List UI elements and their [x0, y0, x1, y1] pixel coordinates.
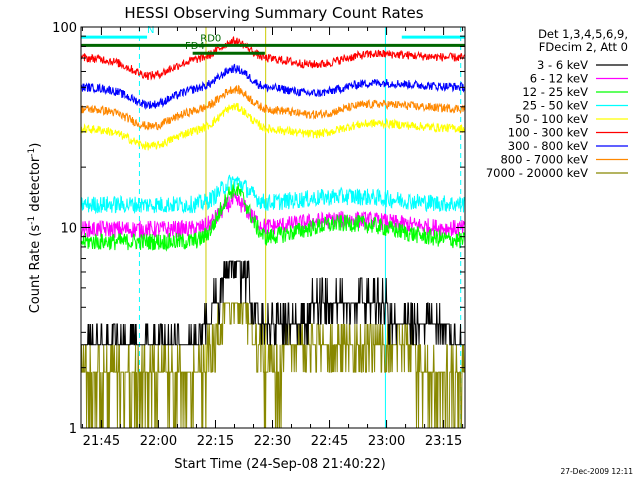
- series-line-blue: [81, 63, 465, 111]
- legend-header-1: Det 1,3,4,5,6,9,: [538, 27, 628, 41]
- flag-label-2: RD0: [200, 33, 221, 44]
- x-tick-label-1: 22:00: [140, 434, 177, 449]
- legend-label-6: 300 - 800 keV: [508, 139, 588, 153]
- series-line-black: [81, 260, 465, 346]
- series-line-olive: [81, 302, 465, 428]
- flag-label-0: N: [147, 25, 154, 36]
- x-tick-label-4: 22:45: [311, 434, 348, 449]
- x-tick-label-5: 23:00: [368, 434, 405, 449]
- y-axis-label-main: Count Rate (s: [28, 225, 43, 314]
- x-tick-label-3: 22:30: [254, 434, 291, 449]
- x-tick-label-0: 21:45: [83, 434, 120, 449]
- y-tick-label-2: 100: [52, 21, 77, 36]
- y-tick-label-0: 1: [69, 422, 77, 437]
- legend-header-2: FDecim 2, Att 0: [539, 40, 628, 54]
- y-axis-label: Count Rate (s-1 detector-1): [27, 143, 43, 314]
- x-axis-label: Start Time (24-Sep-08 21:40:22): [174, 457, 385, 472]
- legend-label-2: 12 - 25 keV: [522, 85, 588, 99]
- legend-label-3: 25 - 50 keV: [522, 99, 588, 113]
- legend-label-7: 800 - 7000 keV: [500, 153, 588, 167]
- series-group: [81, 35, 465, 428]
- flag-label-3: FD4: [185, 41, 205, 52]
- y-axis-label-end: ): [28, 143, 43, 148]
- series-line-red: [81, 35, 465, 81]
- y-axis-label-sup1: -1: [27, 216, 37, 225]
- legend-label-8: 7000 - 20000 keV: [486, 166, 588, 180]
- legend-label-4: 50 - 100 keV: [515, 112, 588, 126]
- y-tick-label-1: 10: [60, 222, 77, 237]
- legend-label-1: 6 - 12 keV: [530, 72, 588, 86]
- y-axis-ticks: 1 10 100: [52, 21, 465, 437]
- series-line-cyan: [81, 174, 465, 215]
- series-line-orange: [81, 84, 465, 131]
- x-tick-label-2: 22:15: [197, 434, 234, 449]
- series-line-yellow: [81, 102, 465, 151]
- footer-date: 27-Dec-2009 12:11: [560, 467, 633, 476]
- legend-label-5: 100 - 300 keV: [508, 126, 588, 140]
- series-line-green: [81, 181, 465, 252]
- legend: Det 1,3,4,5,6,9, FDecim 2, Att 0 3 - 6 k…: [486, 27, 628, 180]
- x-axis-ticks: 21:45 22:00 22:15 22:30 22:45 23:00 23:15: [81, 27, 464, 449]
- y-axis-label-mid: detector: [28, 156, 43, 216]
- x-tick-label-6: 23:15: [425, 434, 462, 449]
- legend-label-0: 3 - 6 keV: [537, 58, 588, 72]
- y-axis-label-sup2: -1: [27, 148, 37, 157]
- chart-title: HESSI Observing Summary Count Rates: [124, 4, 423, 22]
